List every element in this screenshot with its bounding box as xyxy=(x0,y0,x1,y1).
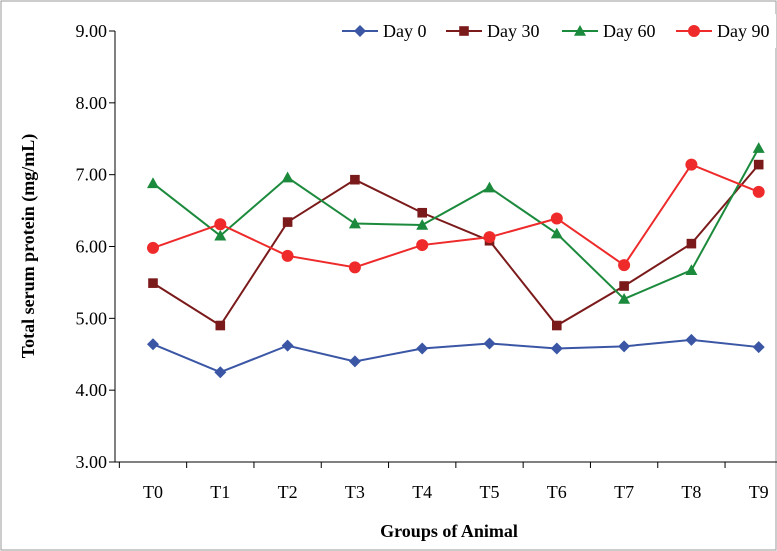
axes: 3.00 4.00 5.00 6.00 7.00 8.00 9.00 T0 T1 T2 T3 T4 T5… xyxy=(76,21,777,502)
data-point xyxy=(753,159,764,170)
data-point xyxy=(752,185,765,198)
data-point xyxy=(348,217,361,229)
legend-marker xyxy=(459,26,469,36)
data-point xyxy=(148,278,158,288)
data-point xyxy=(483,337,496,350)
legend-item: Day 60 xyxy=(562,21,656,41)
legend-label: Day 0 xyxy=(383,21,427,41)
data-point xyxy=(214,229,227,241)
data-point xyxy=(550,227,563,239)
data-point xyxy=(281,249,294,262)
data-point xyxy=(483,181,496,193)
x-axis-title: Groups of Animal xyxy=(380,521,518,541)
data-point xyxy=(686,238,697,249)
data-point xyxy=(618,340,631,353)
data-point xyxy=(350,174,360,185)
legend-marker xyxy=(354,25,366,37)
x-tick-label: T6 xyxy=(547,482,567,502)
data-point xyxy=(685,158,698,171)
y-tick-label: 4.00 xyxy=(76,380,108,400)
data-point xyxy=(618,292,631,304)
data-point xyxy=(214,366,227,379)
data-point xyxy=(282,217,293,227)
y-tick-label: 9.00 xyxy=(76,21,108,41)
legend: Day 0 Day 30 Day 60 Day 90 xyxy=(336,14,776,48)
y-axis-title: Total serum protein (mg/mL) xyxy=(18,134,39,359)
data-point xyxy=(147,338,159,351)
legend-label: Day 30 xyxy=(487,21,540,41)
series-line xyxy=(152,338,759,374)
x-tick-label: T7 xyxy=(614,482,634,502)
legend-item: Day 90 xyxy=(676,21,770,41)
y-tick-label: 8.00 xyxy=(76,93,108,113)
x-tick-label: T0 xyxy=(143,482,163,502)
data-point xyxy=(416,342,429,355)
data-point xyxy=(550,342,563,355)
series-line xyxy=(152,163,760,327)
legend-label: Day 90 xyxy=(717,21,770,41)
data-point xyxy=(416,239,429,252)
data-point xyxy=(281,339,294,352)
data-point xyxy=(416,218,429,230)
legend-marker xyxy=(688,25,700,37)
series-day-90 xyxy=(147,158,765,274)
data-point xyxy=(215,320,226,331)
x-tick-label: T8 xyxy=(681,482,701,502)
y-tick-label: 5.00 xyxy=(76,308,108,328)
data-point xyxy=(348,261,361,274)
x-tick-label: T9 xyxy=(749,482,769,502)
y-tick-label: 7.00 xyxy=(76,165,108,185)
legend-marker xyxy=(574,25,586,36)
series-day-60 xyxy=(147,142,765,304)
data-point xyxy=(685,333,698,346)
legend-item: Day 30 xyxy=(446,21,540,41)
data-point xyxy=(752,142,765,153)
x-tick-label: T3 xyxy=(345,482,365,502)
data-point xyxy=(147,177,159,189)
x-tick-label: T1 xyxy=(210,482,230,502)
series-day-0 xyxy=(147,333,765,379)
data-point xyxy=(619,281,629,291)
data-point xyxy=(550,212,563,225)
legend-label: Day 60 xyxy=(603,21,656,41)
y-tick-label: 6.00 xyxy=(76,237,108,257)
data-point xyxy=(281,171,294,183)
x-tick-label: T5 xyxy=(480,482,500,502)
x-tick-label: T4 xyxy=(412,482,432,502)
data-point xyxy=(552,320,562,331)
series-line xyxy=(152,163,760,269)
data-point xyxy=(214,218,227,231)
data-point xyxy=(147,241,159,254)
series-group xyxy=(147,142,765,379)
data-point xyxy=(348,355,361,368)
data-point xyxy=(483,231,496,244)
legend-item: Day 0 xyxy=(342,21,427,41)
data-point xyxy=(685,264,698,276)
data-point xyxy=(618,259,631,272)
data-point xyxy=(417,207,427,218)
y-tick-label: 3.00 xyxy=(76,452,108,472)
x-tick-label: T2 xyxy=(278,482,298,502)
series-line xyxy=(152,147,760,301)
data-point xyxy=(752,341,765,354)
